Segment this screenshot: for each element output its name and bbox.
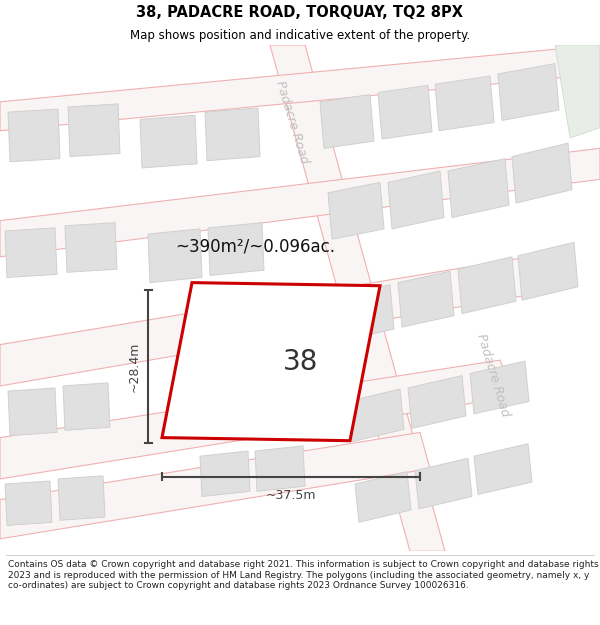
Polygon shape	[65, 222, 117, 272]
Polygon shape	[408, 376, 466, 428]
Polygon shape	[555, 45, 600, 138]
Text: Map shows position and indicative extent of the property.: Map shows position and indicative extent…	[130, 29, 470, 42]
Polygon shape	[498, 64, 559, 121]
Polygon shape	[205, 108, 260, 161]
Polygon shape	[470, 361, 529, 414]
Polygon shape	[448, 159, 509, 218]
Polygon shape	[0, 432, 430, 539]
Polygon shape	[255, 446, 305, 491]
Polygon shape	[348, 389, 404, 442]
Text: Contains OS data © Crown copyright and database right 2021. This information is : Contains OS data © Crown copyright and d…	[8, 560, 598, 590]
Polygon shape	[355, 472, 411, 522]
Polygon shape	[8, 109, 60, 162]
Text: Padacre Road: Padacre Road	[273, 79, 311, 166]
Polygon shape	[58, 476, 105, 520]
Polygon shape	[140, 115, 197, 168]
Text: ~28.4m: ~28.4m	[128, 341, 140, 391]
Polygon shape	[8, 388, 57, 436]
Text: 38: 38	[283, 348, 319, 376]
Polygon shape	[398, 271, 454, 327]
Polygon shape	[63, 383, 110, 431]
Polygon shape	[435, 76, 494, 131]
Text: ~390m²/~0.096ac.: ~390m²/~0.096ac.	[175, 238, 335, 256]
Polygon shape	[320, 94, 374, 148]
Text: Padacre Road: Padacre Road	[474, 332, 512, 419]
Text: ~37.5m: ~37.5m	[266, 489, 316, 502]
Polygon shape	[0, 45, 600, 131]
Polygon shape	[0, 252, 570, 386]
Polygon shape	[378, 85, 432, 139]
Polygon shape	[0, 360, 515, 479]
Polygon shape	[388, 171, 444, 229]
Polygon shape	[328, 182, 384, 239]
Polygon shape	[208, 222, 264, 276]
Polygon shape	[415, 458, 472, 509]
Polygon shape	[5, 481, 52, 526]
Polygon shape	[518, 242, 578, 300]
Polygon shape	[148, 229, 202, 282]
Polygon shape	[230, 363, 280, 414]
Polygon shape	[474, 444, 532, 494]
Polygon shape	[458, 257, 516, 314]
Polygon shape	[512, 143, 572, 203]
Polygon shape	[5, 228, 57, 278]
Polygon shape	[338, 285, 394, 341]
Text: 38, PADACRE ROAD, TORQUAY, TQ2 8PX: 38, PADACRE ROAD, TORQUAY, TQ2 8PX	[137, 5, 464, 20]
Polygon shape	[200, 451, 250, 496]
Polygon shape	[0, 148, 600, 257]
Polygon shape	[270, 45, 445, 551]
Polygon shape	[285, 357, 335, 408]
Polygon shape	[68, 104, 120, 157]
Polygon shape	[162, 282, 380, 441]
